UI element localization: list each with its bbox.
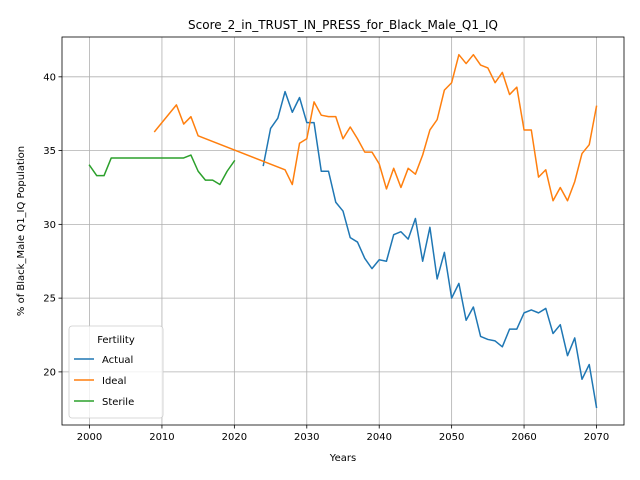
chart-title: Score_2_in_TRUST_IN_PRESS_for_Black_Male… (188, 18, 498, 32)
y-tick-label: 40 (43, 72, 56, 83)
legend-label-actual: Actual (102, 355, 133, 366)
x-axis-label: Years (329, 453, 356, 464)
legend-label-ideal: Ideal (102, 376, 126, 387)
legend-label-sterile: Sterile (102, 397, 134, 408)
y-tick-label: 30 (43, 220, 56, 231)
x-tick-label: 2010 (149, 432, 174, 443)
legend-title: Fertility (97, 335, 135, 346)
legend: Fertility Actual Ideal Sterile (68, 325, 164, 419)
plot-frame (61, 36, 625, 426)
series-line-ideal (153, 53, 598, 202)
legend-box (68, 325, 164, 419)
x-tick-label: 2070 (584, 432, 609, 443)
x-tick-label: 2020 (222, 432, 247, 443)
series-lines (88, 53, 598, 409)
y-axis-label: % of Black_Male Q1_IQ Population (16, 146, 27, 316)
x-tick-label: 2030 (294, 432, 319, 443)
x-tick-label: 2050 (439, 432, 464, 443)
series-line-actual (262, 90, 598, 409)
series-line-sterile (88, 154, 236, 186)
axis-ticks: 2000 2010 2020 2030 2040 2050 2060 2070 20 25 30 35… (43, 72, 609, 443)
x-tick-label: 2040 (366, 432, 391, 443)
y-tick-label: 20 (43, 367, 56, 378)
y-tick-label: 35 (43, 146, 56, 157)
y-tick-label: 25 (43, 294, 56, 305)
x-tick-label: 2000 (77, 432, 102, 443)
x-tick-label: 2060 (511, 432, 536, 443)
